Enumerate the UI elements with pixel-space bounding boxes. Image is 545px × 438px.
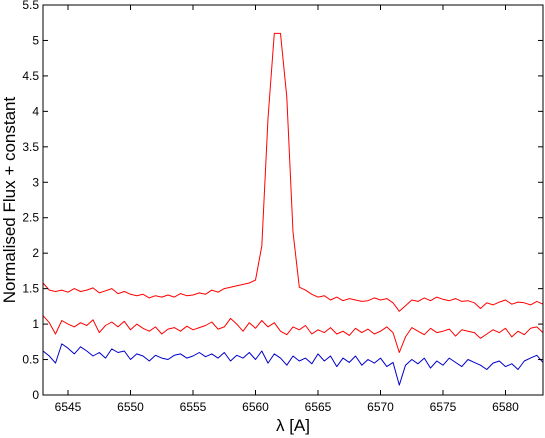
plot-background <box>43 5 543 395</box>
y-tick-label: 5.5 <box>22 0 39 12</box>
y-tick-label: 0.5 <box>22 353 39 367</box>
y-axis-label: Normalised Flux + constant <box>0 97 19 304</box>
x-axis-label: λ [A] <box>276 416 310 435</box>
y-tick-label: 5 <box>32 33 39 47</box>
x-tick-label: 6565 <box>305 400 332 414</box>
spectrum-line-1 <box>42 32 544 312</box>
plot-frame <box>42 4 544 396</box>
y-tick-label: 2.5 <box>22 211 39 225</box>
x-tick-label: 6580 <box>492 400 519 414</box>
y-tick-label: 4.5 <box>22 69 39 83</box>
ticks-layer: 6545 6550 6555 6560 6565 6570 6575 6580 0 0.5 1 1.5… <box>22 0 543 414</box>
x-tick-label: 6550 <box>117 400 144 414</box>
x-tick-label: 6545 <box>55 400 82 414</box>
y-tick-label: 1.5 <box>22 282 39 296</box>
x-tick-label: 6560 <box>242 400 269 414</box>
y-tick-label: 0 <box>32 388 39 402</box>
x-tick-label: 6575 <box>430 400 457 414</box>
y-tick-label: 4 <box>32 104 39 118</box>
y-tick-label: 3 <box>32 175 39 189</box>
y-tick-label: 3.5 <box>22 140 39 154</box>
y-tick-label: 1 <box>32 317 39 331</box>
spectrum-line-3 <box>42 343 544 386</box>
series-layer <box>42 32 544 386</box>
x-tick-label: 6570 <box>367 400 394 414</box>
y-tick-label: 2 <box>32 246 39 260</box>
x-tick-label: 6555 <box>180 400 207 414</box>
spectrum-line-2 <box>42 315 544 353</box>
